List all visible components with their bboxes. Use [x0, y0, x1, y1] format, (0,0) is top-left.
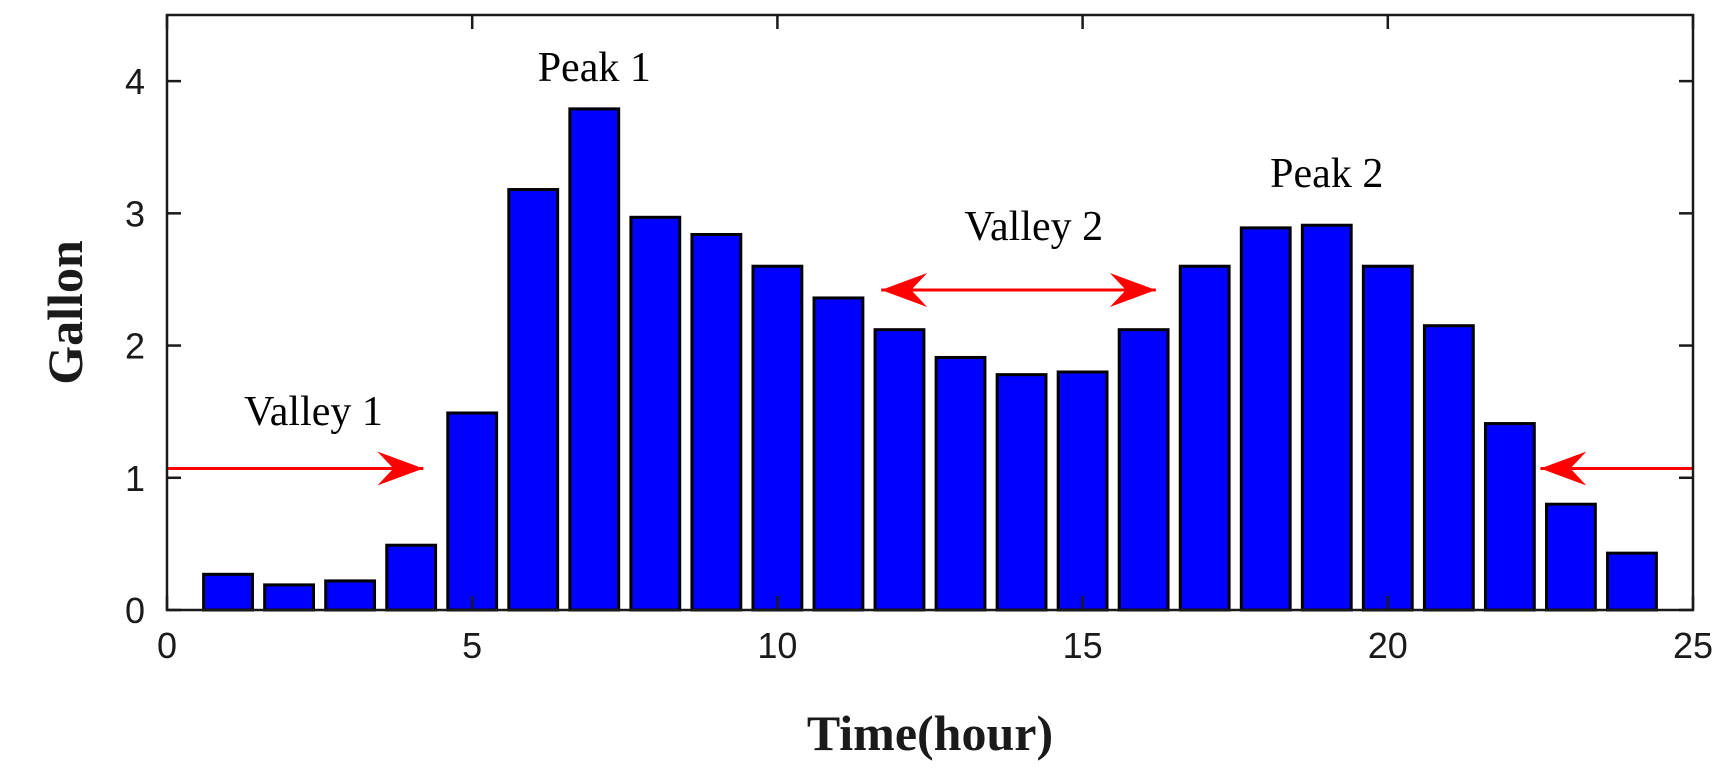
x-axis-title: Time(hour) — [807, 705, 1053, 761]
x-tick-label: 15 — [1063, 625, 1103, 666]
bar-hour-23 — [1545, 502, 1597, 612]
annotation-label: Peak 2 — [1270, 151, 1383, 197]
bar-hour-18 — [1239, 226, 1292, 612]
bar-hour-6 — [507, 188, 560, 612]
y-tick-label: 1 — [125, 458, 145, 499]
bar-hour-24 — [1606, 551, 1658, 612]
bar-hour-1 — [202, 572, 254, 612]
y-tick-label: 0 — [125, 590, 145, 631]
bar-hour-11 — [812, 296, 865, 612]
bar-hour-16 — [1117, 328, 1170, 612]
valley-2-arrow-head-start — [881, 273, 928, 308]
annotation-label: Valley 1 — [244, 389, 383, 435]
bar-hour-7 — [568, 107, 621, 612]
x-tick-label: 5 — [462, 625, 482, 666]
bar-hour-9 — [690, 232, 743, 612]
bar-hour-13 — [934, 355, 987, 612]
bar-hour-10 — [751, 264, 804, 612]
y-tick-label: 3 — [125, 193, 145, 234]
bar-hour-12 — [873, 328, 926, 612]
bar-hour-5 — [446, 411, 499, 612]
y-tick-label: 2 — [125, 326, 145, 367]
bar-hour-14 — [995, 373, 1048, 612]
bar-hour-2 — [263, 583, 315, 612]
bar-hour-3 — [324, 579, 377, 612]
valley-1-right-arrow-head — [1540, 451, 1587, 486]
plot-frame — [165, 13, 1695, 612]
valley-1-left-arrow-head — [377, 451, 424, 486]
annotation-label: Valley 2 — [964, 204, 1103, 250]
bar-hour-20 — [1361, 264, 1414, 612]
x-tick-label: 10 — [757, 625, 797, 666]
axis-ticks: 0 5 10 15 20 25 0 1 2 3 4 — [125, 15, 1713, 666]
bar-hour-22 — [1483, 422, 1536, 612]
y-axis-title: Gallon — [37, 240, 93, 385]
y-tick-label: 4 — [125, 61, 145, 102]
annotations-group: Peak 1 Peak 2 Valley 1 Valley 2 — [244, 45, 1383, 435]
valley-2-arrow-head — [1109, 273, 1156, 308]
x-tick-label: 25 — [1673, 625, 1713, 666]
bar-hour-8 — [629, 215, 682, 612]
x-tick-label: 0 — [157, 625, 177, 666]
x-tick-label: 20 — [1368, 625, 1408, 666]
annotation-label: Peak 1 — [538, 45, 651, 91]
bar-hour-21 — [1422, 324, 1475, 612]
bars-group — [202, 107, 1658, 612]
arrows-group — [167, 273, 1693, 486]
bar-hour-4 — [385, 543, 438, 612]
bar-hour-15 — [1056, 370, 1109, 612]
bar-hour-17 — [1178, 264, 1231, 612]
bar-hour-19 — [1300, 223, 1353, 612]
